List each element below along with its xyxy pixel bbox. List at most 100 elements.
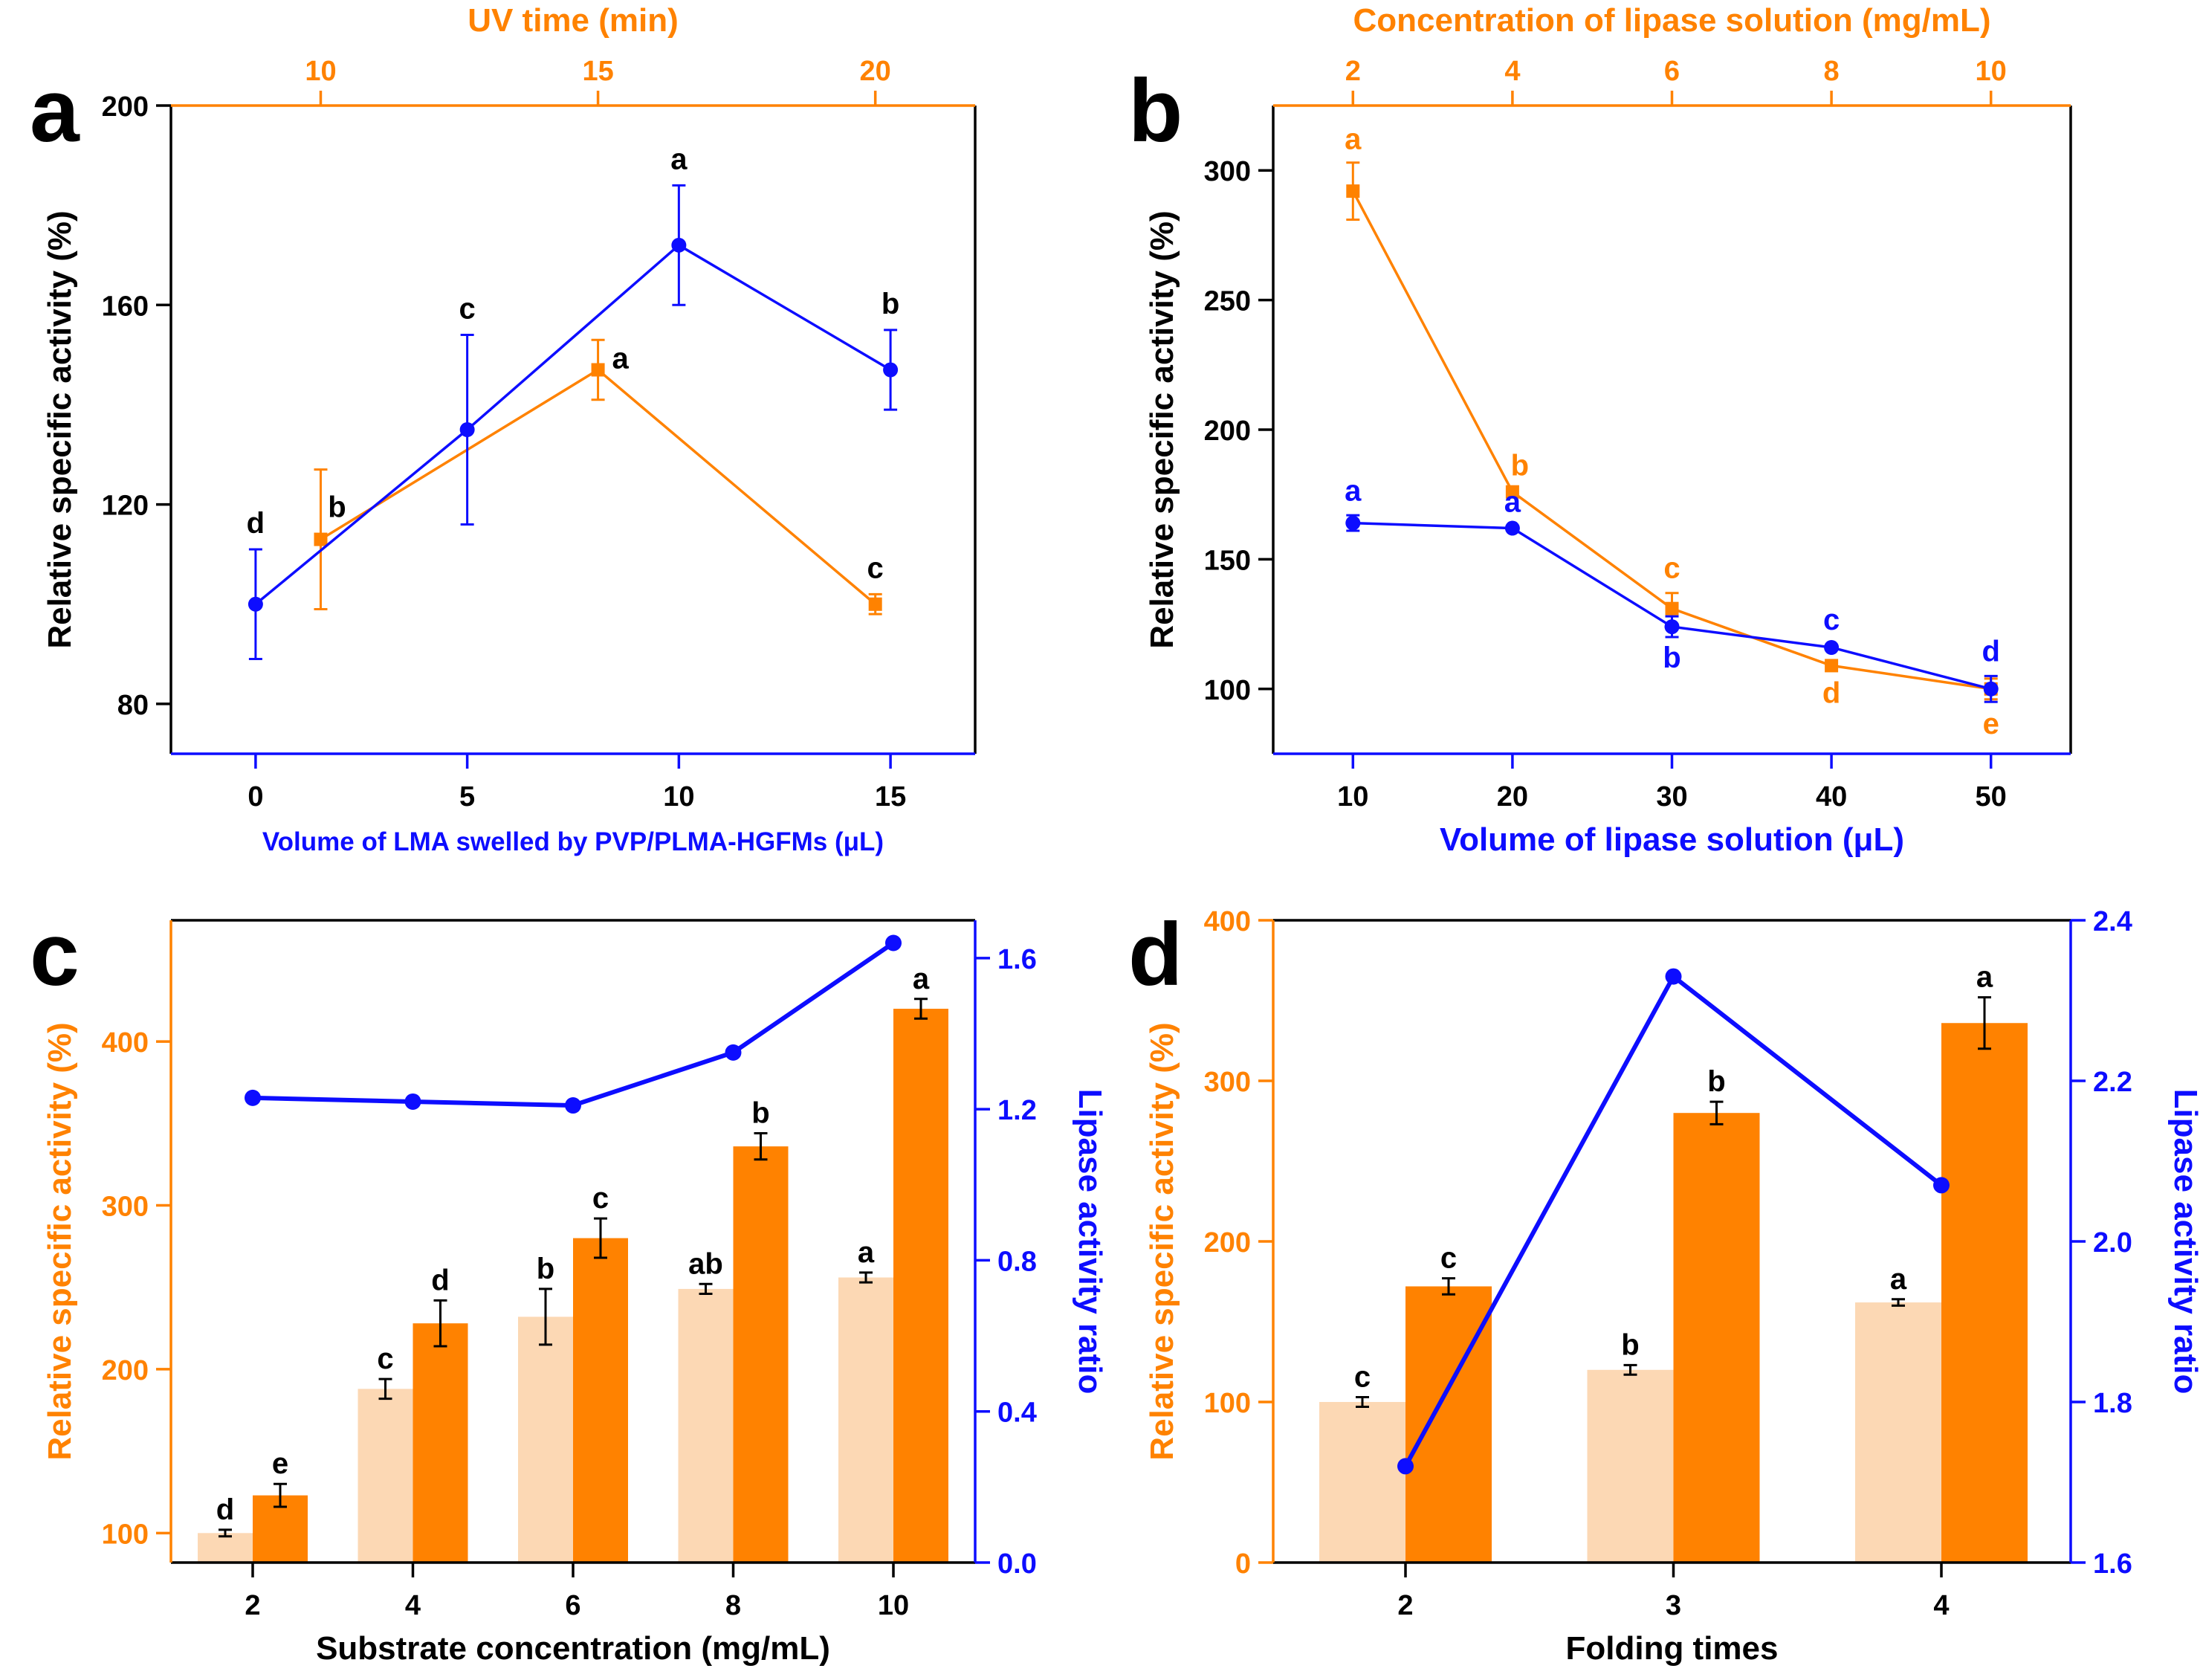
sig-letter: a: [670, 143, 688, 175]
data-point-circle: [1504, 520, 1520, 536]
sig-letter: d: [216, 1493, 234, 1526]
x-tick-label: 2: [245, 1590, 260, 1621]
sig-letter: b: [328, 491, 346, 524]
data-point-square: [1665, 601, 1679, 616]
y-left-axis-label: Relative specific activity (%): [42, 1022, 78, 1460]
y-left-tick-label: 200: [102, 1355, 149, 1386]
sig-letter: a: [1345, 475, 1362, 508]
sig-letter: a: [1890, 1263, 1907, 1296]
data-point-circle: [883, 362, 899, 378]
panel-c-label: c: [30, 905, 80, 1004]
series-line-volume-of-lma: [254, 243, 891, 606]
x-tick-label: 6: [565, 1590, 580, 1621]
panel-a-label: a: [30, 61, 80, 161]
y-tick-label: 250: [1204, 286, 1251, 317]
bar-light-2: [1319, 1402, 1405, 1563]
x-bottom-tick-label: 15: [875, 781, 906, 812]
y-right-tick-label: 2.2: [2093, 1067, 2132, 1098]
y-right-tick-label: 0.0: [997, 1548, 1037, 1580]
ratio-line: [252, 941, 895, 1108]
sig-letter: d: [247, 507, 265, 540]
x-tick-label: 4: [1933, 1590, 1949, 1621]
data-point-circle: [671, 237, 687, 253]
data-point-square: [868, 597, 882, 611]
sig-letter: c: [867, 552, 884, 584]
x-tick-label: 10: [878, 1590, 909, 1621]
bar-light-6: [518, 1316, 573, 1563]
series-line-uv-time: [320, 368, 876, 606]
ratio-point: [1933, 1177, 1950, 1194]
x-tick-label: 8: [725, 1590, 741, 1621]
data-point-circle: [248, 596, 263, 612]
bar-light-3: [1587, 1369, 1674, 1563]
x-bottom-tick-label: 20: [1497, 781, 1528, 812]
ratio-point: [1665, 968, 1682, 985]
x-axis-label: Folding times: [1566, 1630, 1779, 1667]
bar-dark-4: [413, 1323, 468, 1563]
sig-letter: c: [377, 1343, 393, 1375]
y-left-tick-label: 400: [1204, 906, 1251, 937]
sig-letter: c: [1663, 552, 1680, 585]
x-bottom-tick-label: 30: [1656, 781, 1687, 812]
data-point-square: [314, 532, 328, 546]
y-left-tick-label: 0: [1235, 1548, 1251, 1580]
ratio-point: [725, 1044, 742, 1061]
x-bottom-tick-label: 5: [459, 781, 475, 812]
bar-light-10: [838, 1277, 893, 1563]
x-bottom-tick-label: 50: [1976, 781, 2007, 812]
y-axis-label: Relative specific activity (%): [1144, 210, 1180, 648]
x-bottom-tick-label: 10: [1337, 781, 1368, 812]
data-point-square: [1825, 659, 1839, 673]
panel-c: c d e c d b c ab b a a 100 200 300 400 0.0 0.4 0.8 1.2 1.6…: [30, 905, 1108, 1667]
y-right-tick-label: 0.4: [997, 1398, 1037, 1429]
sig-letter: b: [1663, 642, 1680, 674]
sig-letter: b: [881, 288, 899, 320]
bar-light-4: [358, 1389, 413, 1563]
y-tick-label: 200: [1204, 416, 1251, 447]
sig-letter: e: [272, 1447, 288, 1480]
ratio-point: [565, 1097, 581, 1114]
y-left-tick-label: 300: [1204, 1067, 1251, 1098]
x-top-tick-label: 20: [860, 56, 891, 87]
panel-b-label: b: [1128, 61, 1183, 161]
data-point-circle: [1664, 619, 1680, 635]
x-top-tick-label: 4: [1504, 56, 1520, 87]
sig-letter: b: [1511, 450, 1529, 482]
y-tick-label: 100: [1204, 675, 1251, 706]
bar-dark-8: [733, 1146, 789, 1563]
data-point-circle: [1824, 639, 1840, 655]
sig-letter: a: [1504, 486, 1521, 519]
data-point-square: [1346, 184, 1360, 198]
y-left-tick-label: 100: [102, 1519, 149, 1550]
bar-light-8: [678, 1288, 734, 1563]
x-top-axis-label: UV time (min): [468, 2, 679, 39]
panel-d: d c c b b a a 0 100 200 300 400 1.6 1.8 2.0 2.2 2.4 2 3 4 F…: [1128, 905, 2203, 1667]
x-axis-label: Substrate concentration (mg/mL): [316, 1630, 830, 1667]
panel-a: a 80 120 160 200 0 5 10 15 10 15 20 UV time (min) Vo…: [30, 2, 977, 856]
y-tick-label: 120: [102, 491, 149, 522]
ratio-point: [245, 1089, 261, 1106]
y-left-tick-label: 300: [102, 1192, 149, 1223]
x-bottom-tick-label: 10: [663, 781, 694, 812]
y-left-tick-label: 100: [1204, 1388, 1251, 1419]
sig-letter: d: [1982, 635, 1999, 668]
ratio-point: [404, 1093, 421, 1110]
y-tick-label: 300: [1204, 156, 1251, 187]
bar-dark-10: [893, 1009, 948, 1563]
sig-letter: d: [431, 1264, 449, 1296]
sig-letter: ab: [688, 1247, 723, 1280]
x-top-tick-label: 15: [582, 56, 613, 87]
data-point-circle: [1345, 515, 1361, 531]
x-bottom-axis-label: Volume of LMA swelled by PVP/PLMA-HGFMs …: [262, 827, 884, 856]
y-axis-label: Relative specific activity (%): [42, 210, 78, 648]
bar-light-4: [1855, 1302, 1941, 1563]
bar-dark-6: [573, 1238, 628, 1563]
x-top-tick-label: 2: [1345, 56, 1361, 87]
y-right-axis-label: Lipase activity ratio: [1072, 1089, 1108, 1395]
sig-letter: b: [751, 1097, 769, 1130]
bar-light-2: [198, 1533, 253, 1563]
x-top-tick-label: 10: [1976, 56, 2007, 87]
x-bottom-tick-label: 0: [248, 781, 263, 812]
bar-dark-4: [1941, 1023, 2028, 1563]
